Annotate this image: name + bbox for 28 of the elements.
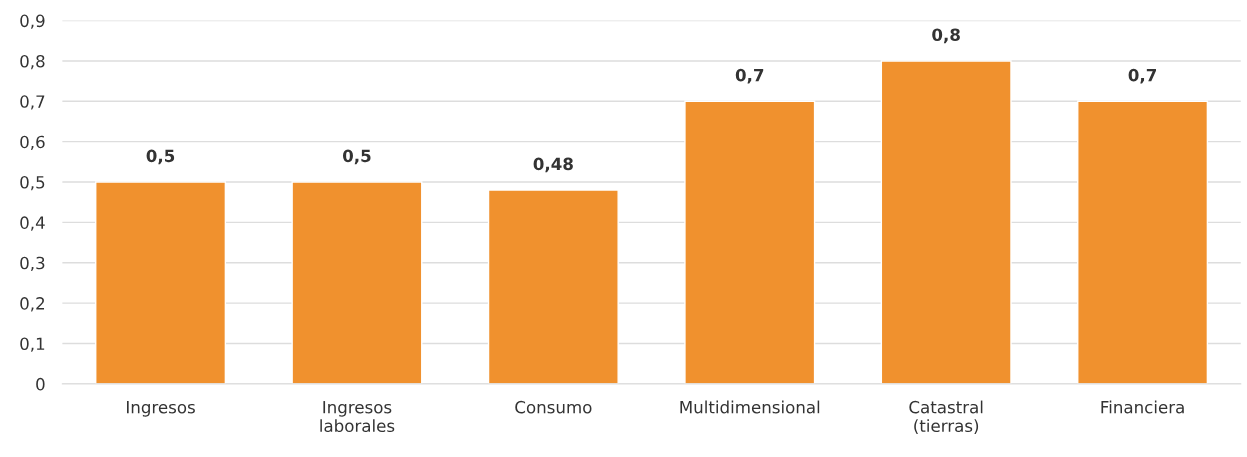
- y-tick-label: 0,4: [20, 216, 45, 231]
- y-tick-label: 0,7: [20, 95, 45, 110]
- x-tick-label: Catastral (tierras): [909, 400, 983, 435]
- data-label: 0,7: [735, 68, 764, 84]
- bar: [95, 181, 227, 384]
- x-tick-label: Multidimensional: [680, 400, 820, 414]
- data-label: 0,48: [533, 157, 573, 173]
- x-tick-label: Financiera: [1101, 400, 1184, 414]
- x-tick-label: Ingresos: [127, 401, 195, 417]
- y-tick-label: 0,8: [20, 54, 45, 70]
- bar: [684, 100, 816, 384]
- y-tick-label: 0,1: [20, 337, 45, 352]
- bar: [487, 189, 619, 384]
- y-tick-label: 0,3: [20, 256, 45, 272]
- data-label: 0,5: [342, 149, 371, 165]
- y-tick-label: 0: [36, 377, 45, 391]
- bar: [880, 60, 1012, 384]
- bar: [291, 181, 423, 384]
- data-label: 0,8: [932, 28, 960, 44]
- x-tick-label: Consumo: [515, 400, 592, 414]
- y-tick-label: 0,2: [20, 297, 45, 312]
- x-tick-label: Ingresos laborales: [320, 401, 395, 433]
- y-tick-label: 0,9: [20, 14, 45, 29]
- y-tick-label: 0,5: [20, 176, 45, 191]
- data-label: 0,7: [1128, 68, 1156, 84]
- y-tick-label: 0,6: [20, 135, 45, 150]
- bar: [1077, 100, 1209, 384]
- data-label: 0,5: [146, 149, 175, 165]
